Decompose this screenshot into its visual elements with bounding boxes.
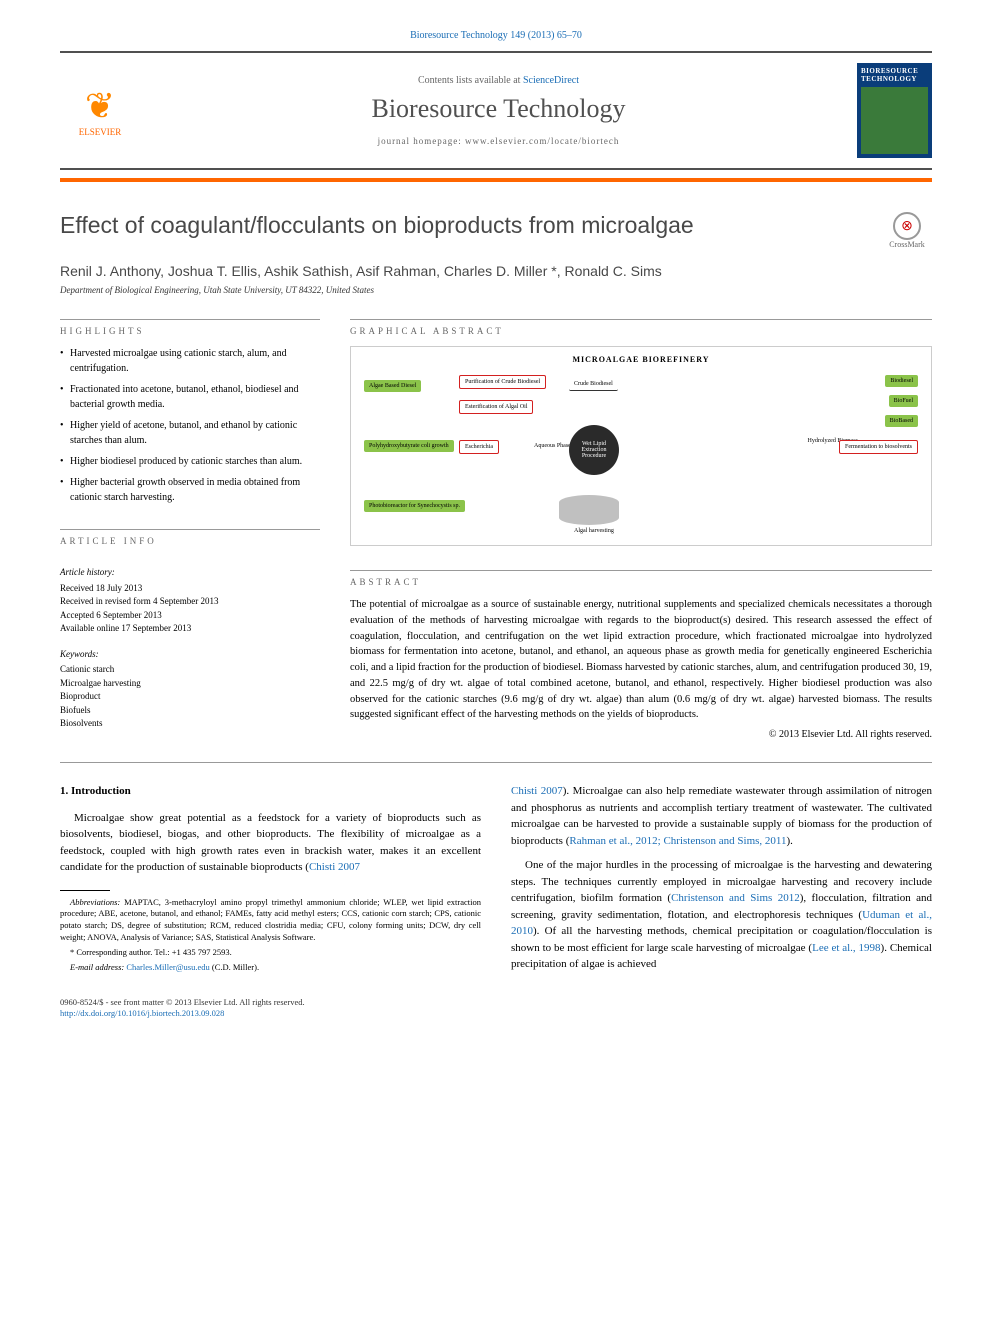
keyword: Bioproduct xyxy=(60,690,320,704)
history-item: Available online 17 September 2013 xyxy=(60,622,320,636)
crossmark-label: CrossMark xyxy=(889,240,925,249)
citation-link[interactable]: Chisti 2007 xyxy=(309,861,360,873)
ga-cylinder-icon xyxy=(559,495,619,525)
contents-available-line: Contents lists available at ScienceDirec… xyxy=(140,75,857,86)
intro-paragraph-2: One of the major hurdles in the processi… xyxy=(511,857,932,973)
history-item: Accepted 6 September 2013 xyxy=(60,609,320,623)
citation-link[interactable]: Lee et al., 1998 xyxy=(812,942,880,954)
intro-paragraph: Microalgae show great potential as a fee… xyxy=(60,810,481,876)
body-column-right: Chisti 2007). Microalgae can also help r… xyxy=(511,783,932,981)
ga-flowchart: Algae Based Diesel Purification of Crude… xyxy=(359,370,923,537)
abstract-text: The potential of microalgae as a source … xyxy=(350,597,932,742)
contents-prefix: Contents lists available at xyxy=(418,75,523,86)
ga-node: Purification of Crude Biodiesel xyxy=(459,375,546,389)
graphical-abstract: MICROALGAE BIOREFINERY Algae Based Diese… xyxy=(350,346,932,546)
body-column-left: 1. Introduction Microalgae show great po… xyxy=(60,783,481,981)
keyword: Biofuels xyxy=(60,704,320,718)
abstract-label: ABSTRACT xyxy=(350,570,932,587)
abbreviations-footnote: Abbreviations: MAPTAC, 3-methacryloyl am… xyxy=(60,897,481,945)
issn-copyright-block: 0960-8524/$ - see front matter © 2013 El… xyxy=(60,997,932,1021)
introduction-heading: 1. Introduction xyxy=(60,783,481,800)
article-title: Effect of coagulant/flocculants on biopr… xyxy=(60,212,882,239)
ga-node: Escherichia xyxy=(459,440,499,454)
citation-link[interactable]: Rahman et al., 2012; Christenson and Sim… xyxy=(569,835,786,847)
authors-list: Renil J. Anthony, Joshua T. Ellis, Ashik… xyxy=(60,263,932,279)
ga-node: Polyhydroxybutyrate coli growth xyxy=(364,440,454,452)
ga-node: Photobioreactor for Synechocystis sp. xyxy=(364,500,465,512)
journal-cover-thumbnail: BIORESOURCE TECHNOLOGY xyxy=(857,63,932,158)
email-label: E-mail address: xyxy=(70,962,126,972)
elsevier-tree-icon: ❦ xyxy=(85,85,115,127)
crossmark-badge[interactable]: ⊗ CrossMark xyxy=(882,212,932,249)
citation-link[interactable]: Christenson and Sims 2012 xyxy=(671,892,800,904)
elsevier-logo: ❦ ELSEVIER xyxy=(60,71,140,151)
cover-journal-name: BIORESOURCE TECHNOLOGY xyxy=(861,67,928,83)
ga-node: BioFuel xyxy=(889,395,918,407)
abbrev-text: MAPTAC, 3-methacryloyl amino propyl trim… xyxy=(60,897,481,943)
email-footnote: E-mail address: Charles.Miller@usu.edu (… xyxy=(60,962,481,974)
ga-node: Algae Based Diesel xyxy=(364,380,421,392)
abstract-body: The potential of microalgae as a source … xyxy=(350,599,932,720)
keyword: Microalgae harvesting xyxy=(60,677,320,691)
ga-node-central: Wet Lipid Extraction Procedure xyxy=(569,425,619,475)
footnotes: Abbreviations: MAPTAC, 3-methacryloyl am… xyxy=(60,897,481,974)
keywords-block: Keywords: Cationic starch Microalgae har… xyxy=(60,648,320,731)
ga-node: Algal harvesting xyxy=(569,525,619,537)
journal-header: ❦ ELSEVIER Contents lists available at S… xyxy=(60,51,932,170)
keywords-label: Keywords: xyxy=(60,648,320,662)
ga-title: MICROALGAE BIOREFINERY xyxy=(572,355,709,364)
highlight-item: Fractionated into acetone, butanol, etha… xyxy=(60,382,320,412)
keyword: Biosolvents xyxy=(60,717,320,731)
intro-paragraph-cont: Chisti 2007). Microalgae can also help r… xyxy=(511,783,932,849)
citation-link[interactable]: Chisti 2007 xyxy=(511,785,563,797)
ga-node: Crude Biodiesel xyxy=(569,378,618,391)
ga-node: BioBased xyxy=(885,415,918,427)
highlight-item: Higher yield of acetone, butanol, and et… xyxy=(60,418,320,448)
ga-node: Esterification of Algal Oil xyxy=(459,400,533,414)
history-item: Received 18 July 2013 xyxy=(60,582,320,596)
keyword: Cationic starch xyxy=(60,663,320,677)
corresponding-author-footnote: * Corresponding author. Tel.: +1 435 797… xyxy=(60,947,481,959)
ga-node: Biodiesel xyxy=(885,375,918,387)
history-item: Received in revised form 4 September 201… xyxy=(60,595,320,609)
copyright-line: © 2013 Elsevier Ltd. All rights reserved… xyxy=(350,727,932,742)
crossmark-icon: ⊗ xyxy=(893,212,921,240)
footnote-divider xyxy=(60,890,110,891)
email-suffix: (C.D. Miller). xyxy=(210,962,259,972)
ga-node: Fermentation to biosolvents xyxy=(839,440,918,454)
article-info-block: Article history: Received 18 July 2013 R… xyxy=(60,566,320,731)
citation-line: Bioresource Technology 149 (2013) 65–70 xyxy=(60,30,932,41)
cover-image-placeholder xyxy=(861,87,928,154)
affiliation: Department of Biological Engineering, Ut… xyxy=(60,285,932,295)
intro-text: Microalgae show great potential as a fee… xyxy=(60,812,481,874)
abbrev-label: Abbreviations: xyxy=(70,897,120,907)
highlight-item: Higher biodiesel produced by cationic st… xyxy=(60,454,320,469)
highlights-label: HIGHLIGHTS xyxy=(60,319,320,336)
issn-line: 0960-8524/$ - see front matter © 2013 El… xyxy=(60,997,932,1009)
journal-name: Bioresource Technology xyxy=(140,94,857,124)
body-divider xyxy=(60,762,932,763)
article-info-label: ARTICLE INFO xyxy=(60,529,320,546)
publisher-name: ELSEVIER xyxy=(79,127,122,137)
journal-homepage: journal homepage: www.elsevier.com/locat… xyxy=(140,136,857,146)
highlight-item: Harvested microalgae using cationic star… xyxy=(60,346,320,376)
graphical-abstract-label: GRAPHICAL ABSTRACT xyxy=(350,319,932,336)
email-link[interactable]: Charles.Miller@usu.edu xyxy=(126,962,209,972)
article-history-label: Article history: xyxy=(60,566,320,580)
accent-bar xyxy=(60,178,932,182)
highlights-list: Harvested microalgae using cationic star… xyxy=(60,346,320,505)
highlight-item: Higher bacterial growth observed in medi… xyxy=(60,475,320,505)
doi-link[interactable]: http://dx.doi.org/10.1016/j.biortech.201… xyxy=(60,1008,224,1018)
sciencedirect-link[interactable]: ScienceDirect xyxy=(523,75,579,86)
intro-text: ). xyxy=(787,835,793,847)
